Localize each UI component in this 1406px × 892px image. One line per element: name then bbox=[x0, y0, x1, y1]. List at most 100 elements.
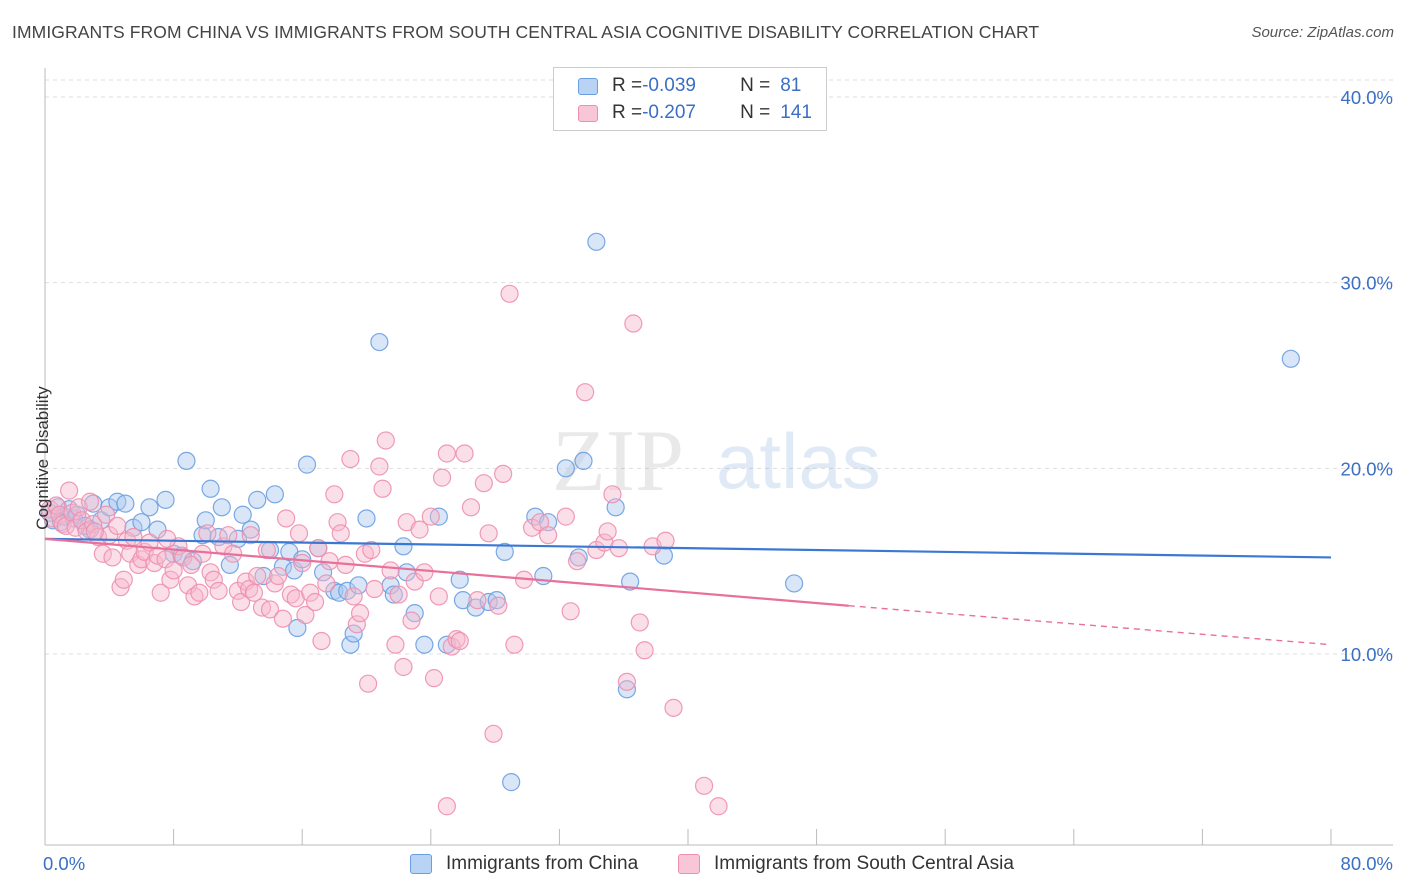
china-point bbox=[384, 585, 403, 604]
china-point bbox=[212, 498, 231, 517]
sca-point bbox=[694, 776, 714, 795]
bottom-legend-sca: Immigrants from South Central Asia bbox=[678, 851, 1014, 877]
sca-point bbox=[603, 485, 622, 504]
chart-title: IMMIGRANTS FROM CHINA VS IMMIGRANTS FROM… bbox=[12, 22, 1040, 42]
china-point bbox=[495, 542, 514, 561]
sca-point bbox=[370, 457, 389, 476]
sca-point bbox=[260, 600, 280, 619]
sca-point bbox=[468, 591, 487, 610]
sca-point bbox=[424, 669, 444, 688]
china-point bbox=[621, 572, 640, 591]
china-point bbox=[534, 566, 553, 586]
sca-point bbox=[624, 314, 643, 333]
sca-point bbox=[664, 698, 683, 717]
sca-point bbox=[630, 613, 649, 632]
china-point bbox=[140, 498, 159, 517]
grid-lines bbox=[45, 79, 1393, 655]
legend-n-label: N = bbox=[740, 102, 771, 123]
bottom-legend-label-sca: Immigrants from South Central Asia bbox=[714, 853, 1014, 874]
sca-point bbox=[350, 604, 370, 623]
legend-r-value: -0.207 bbox=[642, 102, 696, 123]
china-point bbox=[265, 485, 284, 504]
y-tick-label: 30.0% bbox=[1341, 273, 1393, 294]
sca-point bbox=[489, 596, 508, 615]
sca-point bbox=[193, 544, 212, 563]
sca-point bbox=[182, 555, 201, 574]
x-tick-label-min: 0.0% bbox=[43, 853, 85, 874]
y-tick-label: 10.0% bbox=[1341, 644, 1393, 665]
axes bbox=[44, 68, 1393, 846]
sca-point bbox=[598, 522, 617, 541]
sca-point bbox=[479, 524, 498, 543]
china-point bbox=[587, 232, 606, 251]
sca-point bbox=[531, 513, 550, 532]
sca-point bbox=[500, 284, 519, 303]
china-point bbox=[617, 680, 637, 699]
sca-point bbox=[328, 513, 347, 532]
x-tick-label-max: 80.0% bbox=[1341, 853, 1393, 874]
legend-n-label: N = bbox=[740, 75, 771, 96]
bottom-legend-swatch-china bbox=[410, 854, 432, 874]
sca-point bbox=[96, 505, 116, 524]
sca-point bbox=[158, 529, 177, 548]
sca-point bbox=[561, 602, 580, 621]
legend-r-label: R = bbox=[612, 75, 643, 96]
y-tick-label: 20.0% bbox=[1341, 458, 1393, 479]
china-point bbox=[254, 566, 273, 586]
legend-swatch-china bbox=[578, 77, 598, 95]
sca-point bbox=[178, 576, 198, 595]
sca-point bbox=[103, 548, 122, 567]
china-point bbox=[248, 490, 267, 509]
sca-point bbox=[317, 574, 336, 593]
sca-point bbox=[359, 674, 378, 693]
china-trend-line bbox=[44, 537, 1332, 559]
sca-point bbox=[429, 587, 448, 606]
legend-row-sca: R = -0.207 N = 141 bbox=[578, 101, 812, 125]
sca-point bbox=[293, 553, 312, 573]
sca-point bbox=[381, 561, 400, 580]
china-point bbox=[574, 451, 593, 471]
sca-point bbox=[410, 520, 429, 539]
legend-r-label: R = bbox=[612, 102, 643, 123]
china-point bbox=[394, 537, 413, 556]
sca-point bbox=[277, 509, 296, 528]
china-point bbox=[177, 451, 196, 471]
sca-point bbox=[301, 583, 320, 602]
sca-point bbox=[405, 572, 424, 591]
watermark: ZIP atlas bbox=[552, 413, 881, 510]
sca-point bbox=[617, 672, 637, 691]
china-point bbox=[220, 555, 239, 574]
sca-point bbox=[268, 566, 288, 586]
sca-point bbox=[88, 527, 108, 547]
series-sca-points bbox=[40, 284, 728, 816]
china-point bbox=[233, 505, 252, 524]
sca-point bbox=[373, 479, 392, 498]
legend-row-china: R = -0.039 N = 81 bbox=[578, 74, 801, 98]
watermark-zip: ZIP bbox=[552, 413, 684, 510]
sca-point bbox=[505, 635, 524, 654]
china-point bbox=[415, 635, 434, 654]
sca-point bbox=[209, 581, 228, 600]
sca-point bbox=[415, 563, 434, 582]
sca-point bbox=[198, 524, 217, 543]
sca-point bbox=[365, 579, 384, 599]
sca-point bbox=[331, 524, 350, 543]
sca-point bbox=[241, 526, 260, 545]
legend-n-value: 141 bbox=[780, 102, 812, 123]
china-point bbox=[313, 563, 333, 582]
china-point bbox=[116, 494, 135, 513]
china-point bbox=[201, 479, 220, 498]
sca-point bbox=[273, 609, 293, 628]
sca-point bbox=[85, 522, 104, 541]
china-point bbox=[357, 509, 376, 528]
china-point bbox=[196, 511, 215, 530]
sca-point bbox=[289, 524, 309, 543]
y-tick-labels: 10.0% 20.0% 30.0% 40.0% bbox=[1341, 87, 1393, 665]
china-point bbox=[502, 773, 521, 792]
sca-point bbox=[421, 507, 440, 526]
sca-point bbox=[244, 583, 264, 602]
sca-point bbox=[248, 566, 267, 586]
sca-point bbox=[190, 583, 209, 602]
china-point bbox=[288, 618, 307, 638]
